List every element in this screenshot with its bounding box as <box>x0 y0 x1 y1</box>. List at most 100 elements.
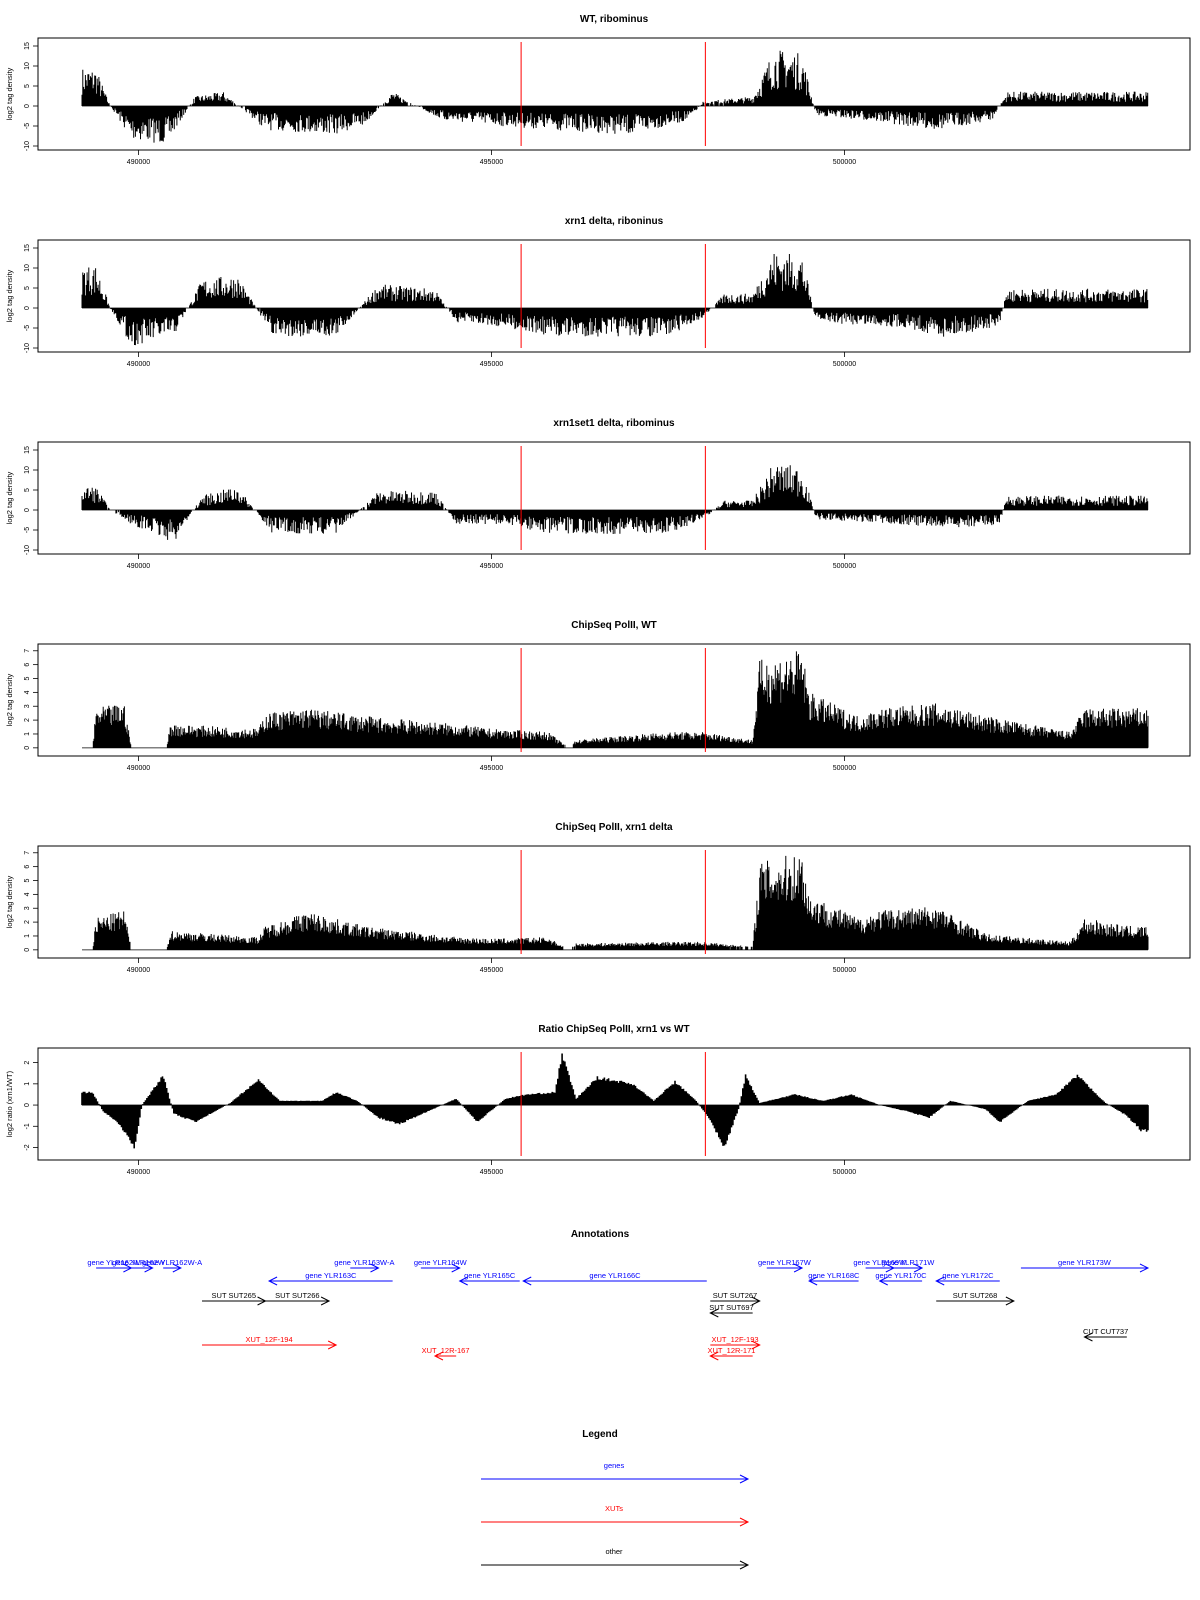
legend-title: Legend <box>582 1429 618 1440</box>
annotation-label: gene YLR163W-A <box>334 1258 394 1267</box>
annotation-label: XUT_12F-193 <box>711 1335 758 1344</box>
y-tick-label: 0 <box>24 306 31 310</box>
y-tick-label: 3 <box>24 906 31 910</box>
y-tick-label: 4 <box>24 892 31 896</box>
y-tick-label: 5 <box>24 676 31 680</box>
annotation-arrow: SUT SUT267 <box>710 1291 761 1306</box>
y-tick-label: 5 <box>24 878 31 882</box>
y-tick-label: 5 <box>24 488 31 492</box>
panel-title: ChipSeq PolII, WT <box>571 620 657 631</box>
panel-5: ChipSeq PolII, xrn1 delta 0 1 2 3 4 5 6 7 log2 ta… <box>5 822 1191 974</box>
y-tick-label: 1 <box>24 1082 31 1086</box>
annotation-arrow: SUT SUT268 <box>936 1291 1015 1306</box>
y-tick-label: 6 <box>24 865 31 869</box>
y-tick-label: 2 <box>24 920 31 924</box>
annotation-arrow: XUT_12R-171 <box>708 1346 756 1361</box>
annotation-label: SUT SUT266 <box>275 1291 319 1300</box>
y-axis-label: log2 tag density <box>5 673 14 726</box>
panel-title: Ratio ChipSeq PolII, xrn1 vs WT <box>538 1024 689 1035</box>
y-tick-label: 2 <box>24 1061 31 1065</box>
annotation-label: gene YLR165C <box>464 1271 516 1280</box>
plot-frame <box>37 845 1191 959</box>
y-tick-label: 0 <box>24 1103 31 1107</box>
annotation-label: gene YLR162W <box>87 1258 141 1267</box>
annotation-arrow: gene YLR165C <box>458 1271 520 1286</box>
legend-entry: genes <box>481 1461 750 1484</box>
annotation-arrow: gene YLR162W-A <box>142 1258 202 1273</box>
y-axis-label: log2 ratio (xrn1/WT) <box>5 1070 14 1137</box>
x-tick-label: 495000 <box>480 765 503 772</box>
y-tick-label: 0 <box>24 508 31 512</box>
annotation-label: gene YLR163C <box>305 1271 357 1280</box>
y-axis-label: log2 tag density <box>5 875 14 928</box>
y-tick-label: 5 <box>24 286 31 290</box>
annotation-label: gene YLR168C <box>808 1271 860 1280</box>
annotation-arrow: gene YLR166C <box>522 1271 707 1286</box>
annotation-label: SUT SUT265 <box>212 1291 256 1300</box>
y-tick-label: -10 <box>24 141 31 151</box>
y-tick-label: 1 <box>24 934 31 938</box>
annotation-label: XUT_12R-171 <box>708 1346 756 1355</box>
annotation-label: gene YLR170C <box>875 1271 927 1280</box>
annotation-arrow: SUT SUT265 <box>202 1291 267 1306</box>
plot-frame <box>37 1047 1191 1161</box>
signal-series <box>81 254 1149 346</box>
y-tick-label: 3 <box>24 704 31 708</box>
annotation-arrow: gene YLR171W <box>882 1258 935 1273</box>
x-tick-label: 490000 <box>127 361 150 368</box>
plot-frame <box>37 37 1191 151</box>
annotation-label: gene YLR169W <box>853 1258 907 1267</box>
annotation-label: gene YLR173W <box>1058 1258 1112 1267</box>
annotation-arrow: gene YLR170C <box>875 1271 927 1286</box>
x-tick-label: 490000 <box>127 765 150 772</box>
x-tick-label: 490000 <box>127 563 150 570</box>
y-tick-label: 15 <box>24 446 31 454</box>
panel-3: xrn1set1 delta, ribominus -10 -5 0 5 10 15 log2… <box>5 418 1191 570</box>
y-tick-label: -10 <box>24 545 31 555</box>
panel-4: ChipSeq PolII, WT 0 1 2 3 4 5 6 7 log2 tag densit… <box>5 620 1191 772</box>
y-tick-label: 15 <box>24 244 31 252</box>
annotation-arrow: CUT CUT737 <box>1083 1327 1128 1342</box>
annotation-label: gene YLR162W <box>112 1258 166 1267</box>
annotation-label: XUT_12R-167 <box>422 1346 470 1355</box>
plot-frame <box>37 643 1191 757</box>
y-tick-label: -1 <box>24 1123 31 1129</box>
panel-title: ChipSeq PolII, xrn1 delta <box>555 822 673 833</box>
signal-series <box>92 855 1149 950</box>
signal-series <box>81 50 1149 143</box>
panel-2: xrn1 delta, riboninus -10 -5 0 5 10 15 log2 tag… <box>5 216 1191 368</box>
annotation-arrow: gene YLR169W <box>853 1258 907 1273</box>
signal-series <box>81 1053 1149 1149</box>
x-tick-label: 500000 <box>833 967 856 974</box>
plot-frame <box>37 441 1191 555</box>
y-tick-label: -5 <box>24 527 31 533</box>
annotation-arrow: SUT SUT697 <box>709 1303 754 1318</box>
legend-label: genes <box>604 1461 625 1470</box>
signal-series <box>81 465 1149 540</box>
plot-frame <box>37 239 1191 353</box>
annotation-arrow: gene YLR167W <box>758 1258 812 1273</box>
x-tick-label: 495000 <box>480 1169 503 1176</box>
annotation-arrow: XUT_12R-167 <box>422 1346 470 1361</box>
panel-title: xrn1 delta, riboninus <box>565 216 664 227</box>
x-tick-label: 500000 <box>833 765 856 772</box>
x-tick-label: 495000 <box>480 159 503 166</box>
y-axis-label: log2 tag density <box>5 471 14 524</box>
y-tick-label: 7 <box>24 851 31 855</box>
annotation-arrow: gene YLR162W <box>112 1258 166 1273</box>
y-axis-label: log2 tag density <box>5 67 14 120</box>
annotation-label: SUT SUT697 <box>709 1303 753 1312</box>
annotation-label: SUT SUT268 <box>953 1291 997 1300</box>
signal-series <box>92 651 1149 748</box>
annotations-title: Annotations <box>571 1229 630 1240</box>
legend: Legend genes XUTs other <box>481 1429 750 1570</box>
y-tick-label: 0 <box>24 948 31 952</box>
y-tick-label: 7 <box>24 649 31 653</box>
annotation-label: gene YLR172C <box>942 1271 994 1280</box>
panel-1: WT, ribominus -10 -5 0 5 10 15 log2 tag density… <box>5 14 1191 166</box>
panel-6: Ratio ChipSeq PolII, xrn1 vs WT -2 -1 0 1 2 lo… <box>5 1024 1191 1176</box>
